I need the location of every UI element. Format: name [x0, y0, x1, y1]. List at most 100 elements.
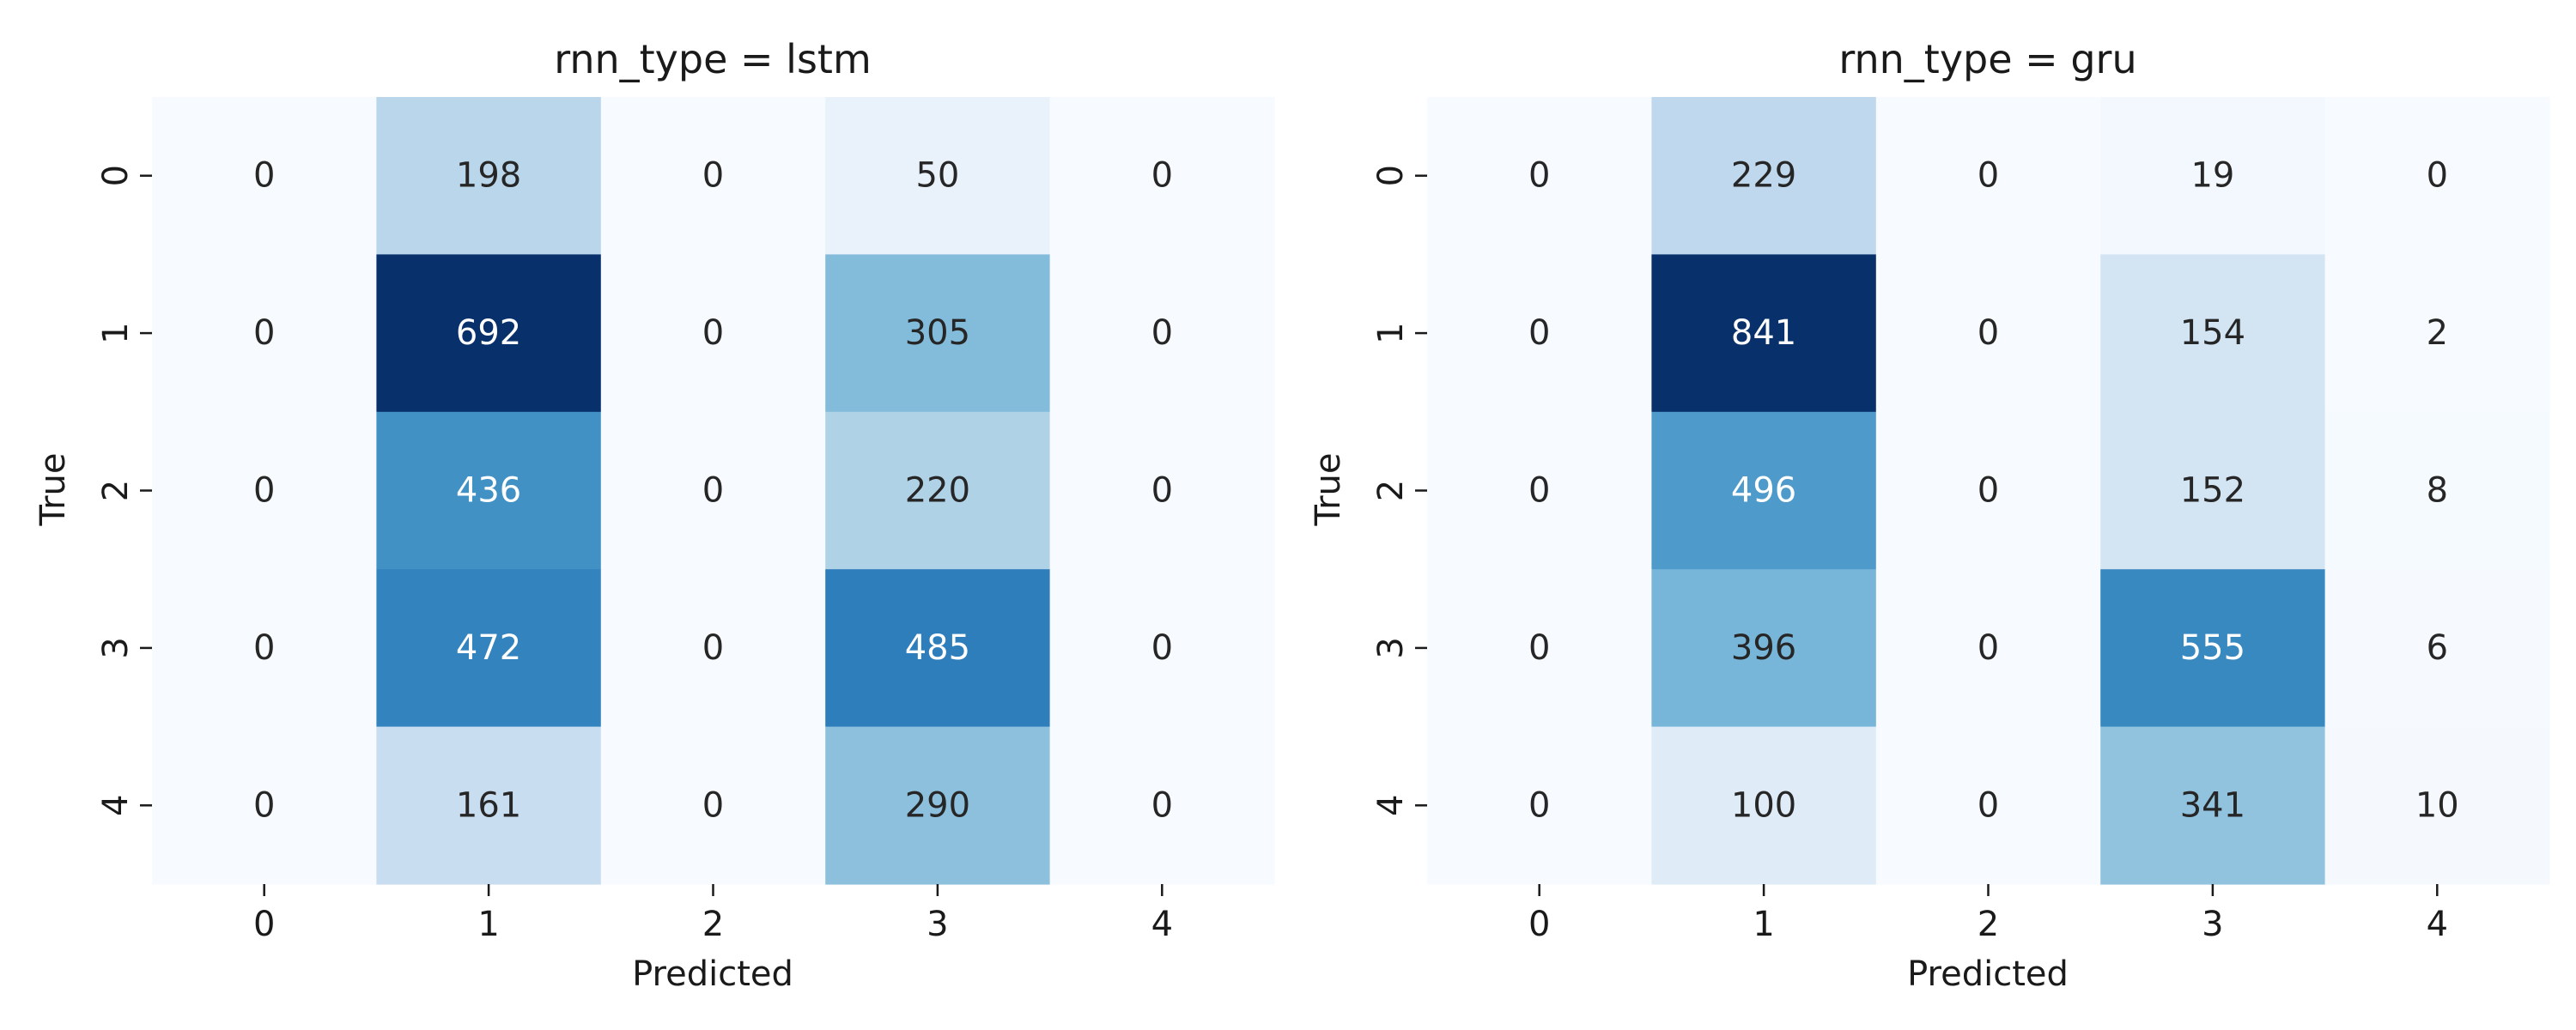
- heatmap-cell-label: 841: [1731, 313, 1796, 353]
- heatmap-cell-r2-c2: [1875, 411, 2101, 570]
- heatmap-cell-r1-c2: [600, 254, 826, 413]
- heatmap-cell-r2-c0: [152, 411, 377, 570]
- heatmap-cell-r2-c2: [600, 411, 826, 570]
- heatmap-cell-r4-c2: [600, 726, 826, 885]
- heatmap-cell-r0-c2: [600, 97, 826, 255]
- heatmap-panel-gru: rnn_type = gru 0 229 0 19 00 841 0 154 20 496 0 152…: [1309, 36, 2550, 994]
- x-tick-label: 3: [2202, 905, 2223, 944]
- heatmap-cell-r1-c1: [376, 254, 602, 413]
- x-axis-ticks-lstm: 0 1 2 3 4: [253, 884, 1173, 944]
- heatmap-cell-label: 100: [1731, 785, 1796, 825]
- y-axis-label-lstm: True: [33, 453, 73, 527]
- y-tick-label: 4: [96, 795, 136, 816]
- heatmap-cell-label: 0: [1151, 628, 1173, 668]
- heatmap-cell-label: 2: [2427, 313, 2448, 353]
- heatmap-cell-label: 0: [702, 628, 724, 668]
- heatmap-cell-r3-c0: [1427, 569, 1652, 728]
- heatmap-cell-r2-c0: [1427, 411, 1652, 570]
- heatmap-cell-label: 0: [1528, 471, 1550, 511]
- heatmap-cell-r4-c4: [1049, 726, 1275, 885]
- x-tick-label: 4: [2427, 905, 2448, 944]
- heatmap-cell-label: 0: [1528, 313, 1550, 353]
- heatmap-cell-label: 0: [2427, 156, 2448, 196]
- heatmap-cell-label: 0: [1151, 785, 1173, 825]
- heatmap-cell-label: 0: [1978, 628, 1999, 668]
- heatmap-cell-labels-gru: 0 229 0 19 0 0 841 0 154 2 0 496 0 152 8 0 396 0 555 6 0 100 0…: [1528, 156, 2459, 826]
- heatmap-cell-r0-c0: [152, 97, 377, 255]
- heatmap-cell-r1-c3: [2100, 254, 2326, 413]
- heatmap-cell-r3-c4: [1049, 569, 1275, 728]
- x-axis-label-lstm: Predicted: [632, 954, 793, 994]
- heatmap-cell-label: 0: [253, 471, 275, 511]
- heatmap-cell-label: 0: [702, 313, 724, 353]
- y-tick-label: 4: [1371, 795, 1411, 816]
- chart-title-lstm: rnn_type = lstm: [554, 36, 872, 82]
- x-tick-label: 1: [1753, 905, 1774, 944]
- heatmap-cell-label: 220: [905, 471, 970, 511]
- x-tick-label: 4: [1151, 905, 1173, 944]
- heatmap-cell-r3-c3: [825, 569, 1051, 728]
- y-tick-label: 2: [1371, 480, 1411, 501]
- heatmap-cell-label: 10: [2415, 785, 2459, 825]
- heatmap-cell-r2-c1: [376, 411, 602, 570]
- heatmap-cell-r0-c2: [1875, 97, 2101, 255]
- heatmap-cell-r1-c1: [1651, 254, 1877, 413]
- heatmap-cell-r4-c4: [2324, 726, 2550, 885]
- heatmap-cell-r2-c3: [825, 411, 1051, 570]
- y-axis-ticks-lstm: 0 1 2 3 4: [96, 165, 152, 816]
- heatmap-cells-lstm: [152, 97, 1275, 885]
- y-axis-label-gru: True: [1309, 453, 1348, 527]
- heatmap-cell-label: 0: [702, 785, 724, 825]
- heatmap-cell-r4-c3: [825, 726, 1051, 885]
- x-tick-label: 2: [1978, 905, 1999, 944]
- heatmap-cell-r1-c0: [1427, 254, 1652, 413]
- heatmap-cell-label: 0: [1151, 313, 1173, 353]
- heatmap-cell-r1-c2: [1875, 254, 2101, 413]
- heatmap-cell-label: 396: [1731, 628, 1796, 668]
- heatmap-cell-label: 0: [702, 471, 724, 511]
- heatmap-cell-r0-c4: [1049, 97, 1275, 255]
- heatmap-cell-label: 0: [253, 785, 275, 825]
- heatmap-cell-label: 0: [1978, 313, 1999, 353]
- heatmap-cell-label: 0: [1151, 156, 1173, 196]
- y-tick-label: 0: [1371, 165, 1411, 186]
- heatmap-cell-label: 198: [456, 156, 521, 196]
- heatmap-cell-r0-c3: [2100, 97, 2326, 255]
- heatmap-cell-r1-c3: [825, 254, 1051, 413]
- heatmap-cell-label: 0: [1528, 785, 1550, 825]
- x-tick-label: 1: [477, 905, 499, 944]
- y-tick-label: 3: [1371, 637, 1411, 658]
- heatmap-cell-r1-c4: [2324, 254, 2550, 413]
- heatmap-cell-r4-c0: [152, 726, 377, 885]
- heatmap-cell-label: 154: [2180, 313, 2245, 353]
- heatmap-cell-r3-c1: [376, 569, 602, 728]
- heatmap-cell-labels-lstm: 0 198 0 50 0 0 692 0 305 0 0 436 0 220 0 0 472 0 485 0 0 161 0…: [253, 156, 1173, 826]
- heatmap-cell-label: 0: [702, 156, 724, 196]
- heatmap-cell-label: 0: [253, 628, 275, 668]
- heatmap-panel-lstm: rnn_type = lstm 0 198 0 50 00 692 0 305 00 436 0 22…: [33, 36, 1275, 994]
- heatmap-cell-label: 472: [456, 628, 521, 668]
- y-axis-ticks-gru: 0 1 2 3 4: [1371, 165, 1427, 816]
- heatmap-cell-label: 0: [1978, 471, 1999, 511]
- heatmap-cell-r1-c4: [1049, 254, 1275, 413]
- y-tick-label: 3: [96, 637, 136, 658]
- heatmap-cell-label: 555: [2180, 628, 2245, 668]
- heatmap-cell-r4-c3: [2100, 726, 2326, 885]
- y-tick-label: 2: [96, 480, 136, 501]
- heatmap-cell-label: 0: [1151, 471, 1173, 511]
- x-axis-label-gru: Predicted: [1907, 954, 2069, 994]
- heatmap-cell-label: 305: [905, 313, 970, 353]
- heatmap-cell-label: 290: [905, 785, 970, 825]
- x-axis-ticks-gru: 0 1 2 3 4: [1528, 884, 2448, 944]
- heatmap-cell-label: 485: [905, 628, 970, 668]
- heatmap-cell-r0-c4: [2324, 97, 2550, 255]
- heatmap-cell-label: 8: [2427, 471, 2448, 511]
- heatmap-cell-r0-c0: [1427, 97, 1652, 255]
- heatmap-cell-r3-c1: [1651, 569, 1877, 728]
- heatmap-cell-label: 692: [456, 313, 521, 353]
- heatmap-cell-label: 341: [2180, 785, 2245, 825]
- heatmap-cell-r3-c0: [152, 569, 377, 728]
- heatmap-cell-r0-c1: [376, 97, 602, 255]
- heatmap-cell-label: 0: [1978, 156, 1999, 196]
- y-tick-label: 1: [1371, 322, 1411, 343]
